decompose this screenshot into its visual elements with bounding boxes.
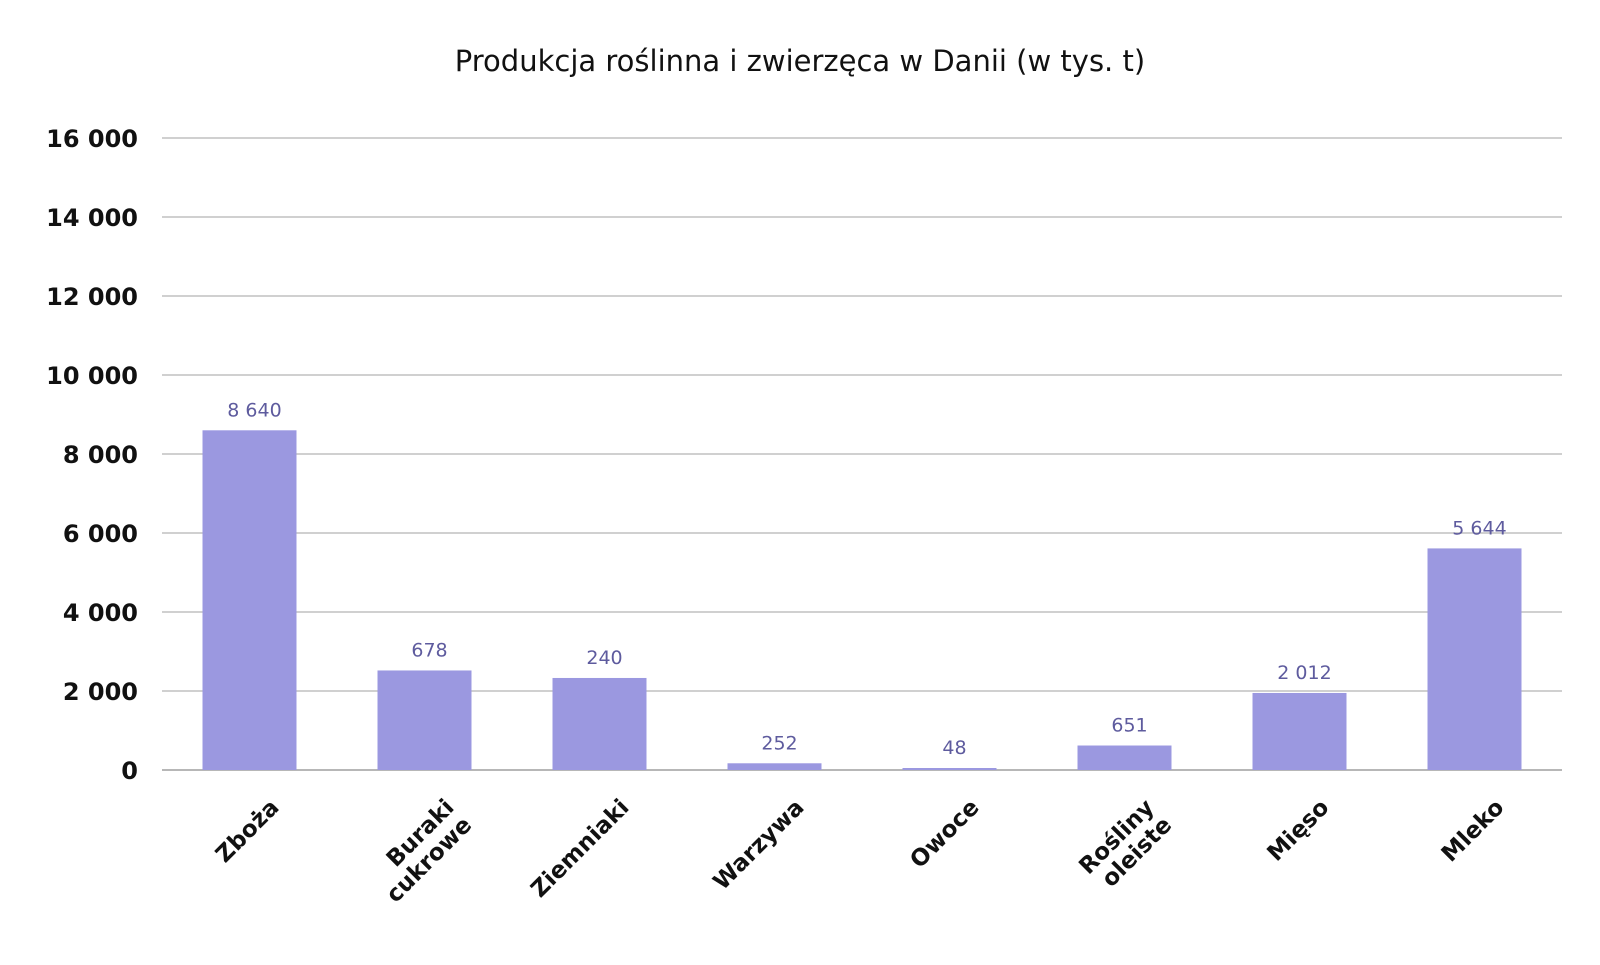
x-tick-label-line: Mięso <box>1262 795 1334 867</box>
gridlines <box>162 137 1562 771</box>
data-label: 5 644 <box>1452 517 1506 539</box>
x-tick-label: Warzywa <box>709 795 810 896</box>
bar <box>727 763 822 770</box>
bar <box>202 430 297 770</box>
bars <box>202 430 1522 770</box>
y-tick-label: 6 000 <box>63 520 138 548</box>
x-tick-label-line: Owoce <box>905 795 984 874</box>
x-axis: Zboża Burakicukrowe Ziemniaki Warzywa Owoce R… <box>211 795 1509 908</box>
x-tick-label: Mięso <box>1262 795 1334 867</box>
y-tick-label: 8 000 <box>63 441 138 469</box>
x-tick-label-line: Mleko <box>1437 795 1510 868</box>
x-tick-label: Owoce <box>905 795 984 874</box>
y-tick-label: 0 <box>121 757 138 785</box>
x-tick-label-line: Warzywa <box>709 795 810 896</box>
bar <box>552 677 647 770</box>
y-tick-label: 4 000 <box>63 599 138 627</box>
data-label: 651 <box>1111 715 1147 737</box>
bar <box>1077 745 1172 770</box>
data-label: 2 012 <box>1277 662 1331 684</box>
x-tick-label: Burakicukrowe <box>364 795 477 908</box>
x-tick-label-line: Ziemniaki <box>526 795 634 903</box>
x-tick-label: Mleko <box>1437 795 1510 868</box>
x-tick-label: Zboża <box>211 795 284 868</box>
x-tick-label-line: Zboża <box>211 795 284 868</box>
data-label: 252 <box>761 732 797 754</box>
data-label: 678 <box>411 639 447 661</box>
y-tick-label: 2 000 <box>63 678 138 706</box>
data-label: 48 <box>942 737 966 759</box>
y-tick-label: 10 000 <box>46 362 138 390</box>
bar <box>1427 548 1522 770</box>
data-label: 240 <box>586 647 622 669</box>
y-tick-label: 12 000 <box>46 283 138 311</box>
data-labels: 8 640 678 240 252 48 651 2 012 5 644 <box>227 399 1506 759</box>
y-axis: 0 2 000 4 000 6 000 8 000 10 000 12 000 14 000 1… <box>46 125 138 785</box>
y-tick-label: 16 000 <box>46 125 138 153</box>
x-tick-label: Ziemniaki <box>526 795 634 903</box>
bar <box>1252 692 1347 770</box>
x-tick-label: Roślinyoleiste <box>1074 795 1177 898</box>
y-tick-label: 14 000 <box>46 204 138 232</box>
bar <box>377 670 472 770</box>
chart-title: Produkcja roślinna i zwierzęca w Danii (… <box>454 44 1146 78</box>
data-label: 8 640 <box>227 399 281 421</box>
bar <box>902 768 997 770</box>
